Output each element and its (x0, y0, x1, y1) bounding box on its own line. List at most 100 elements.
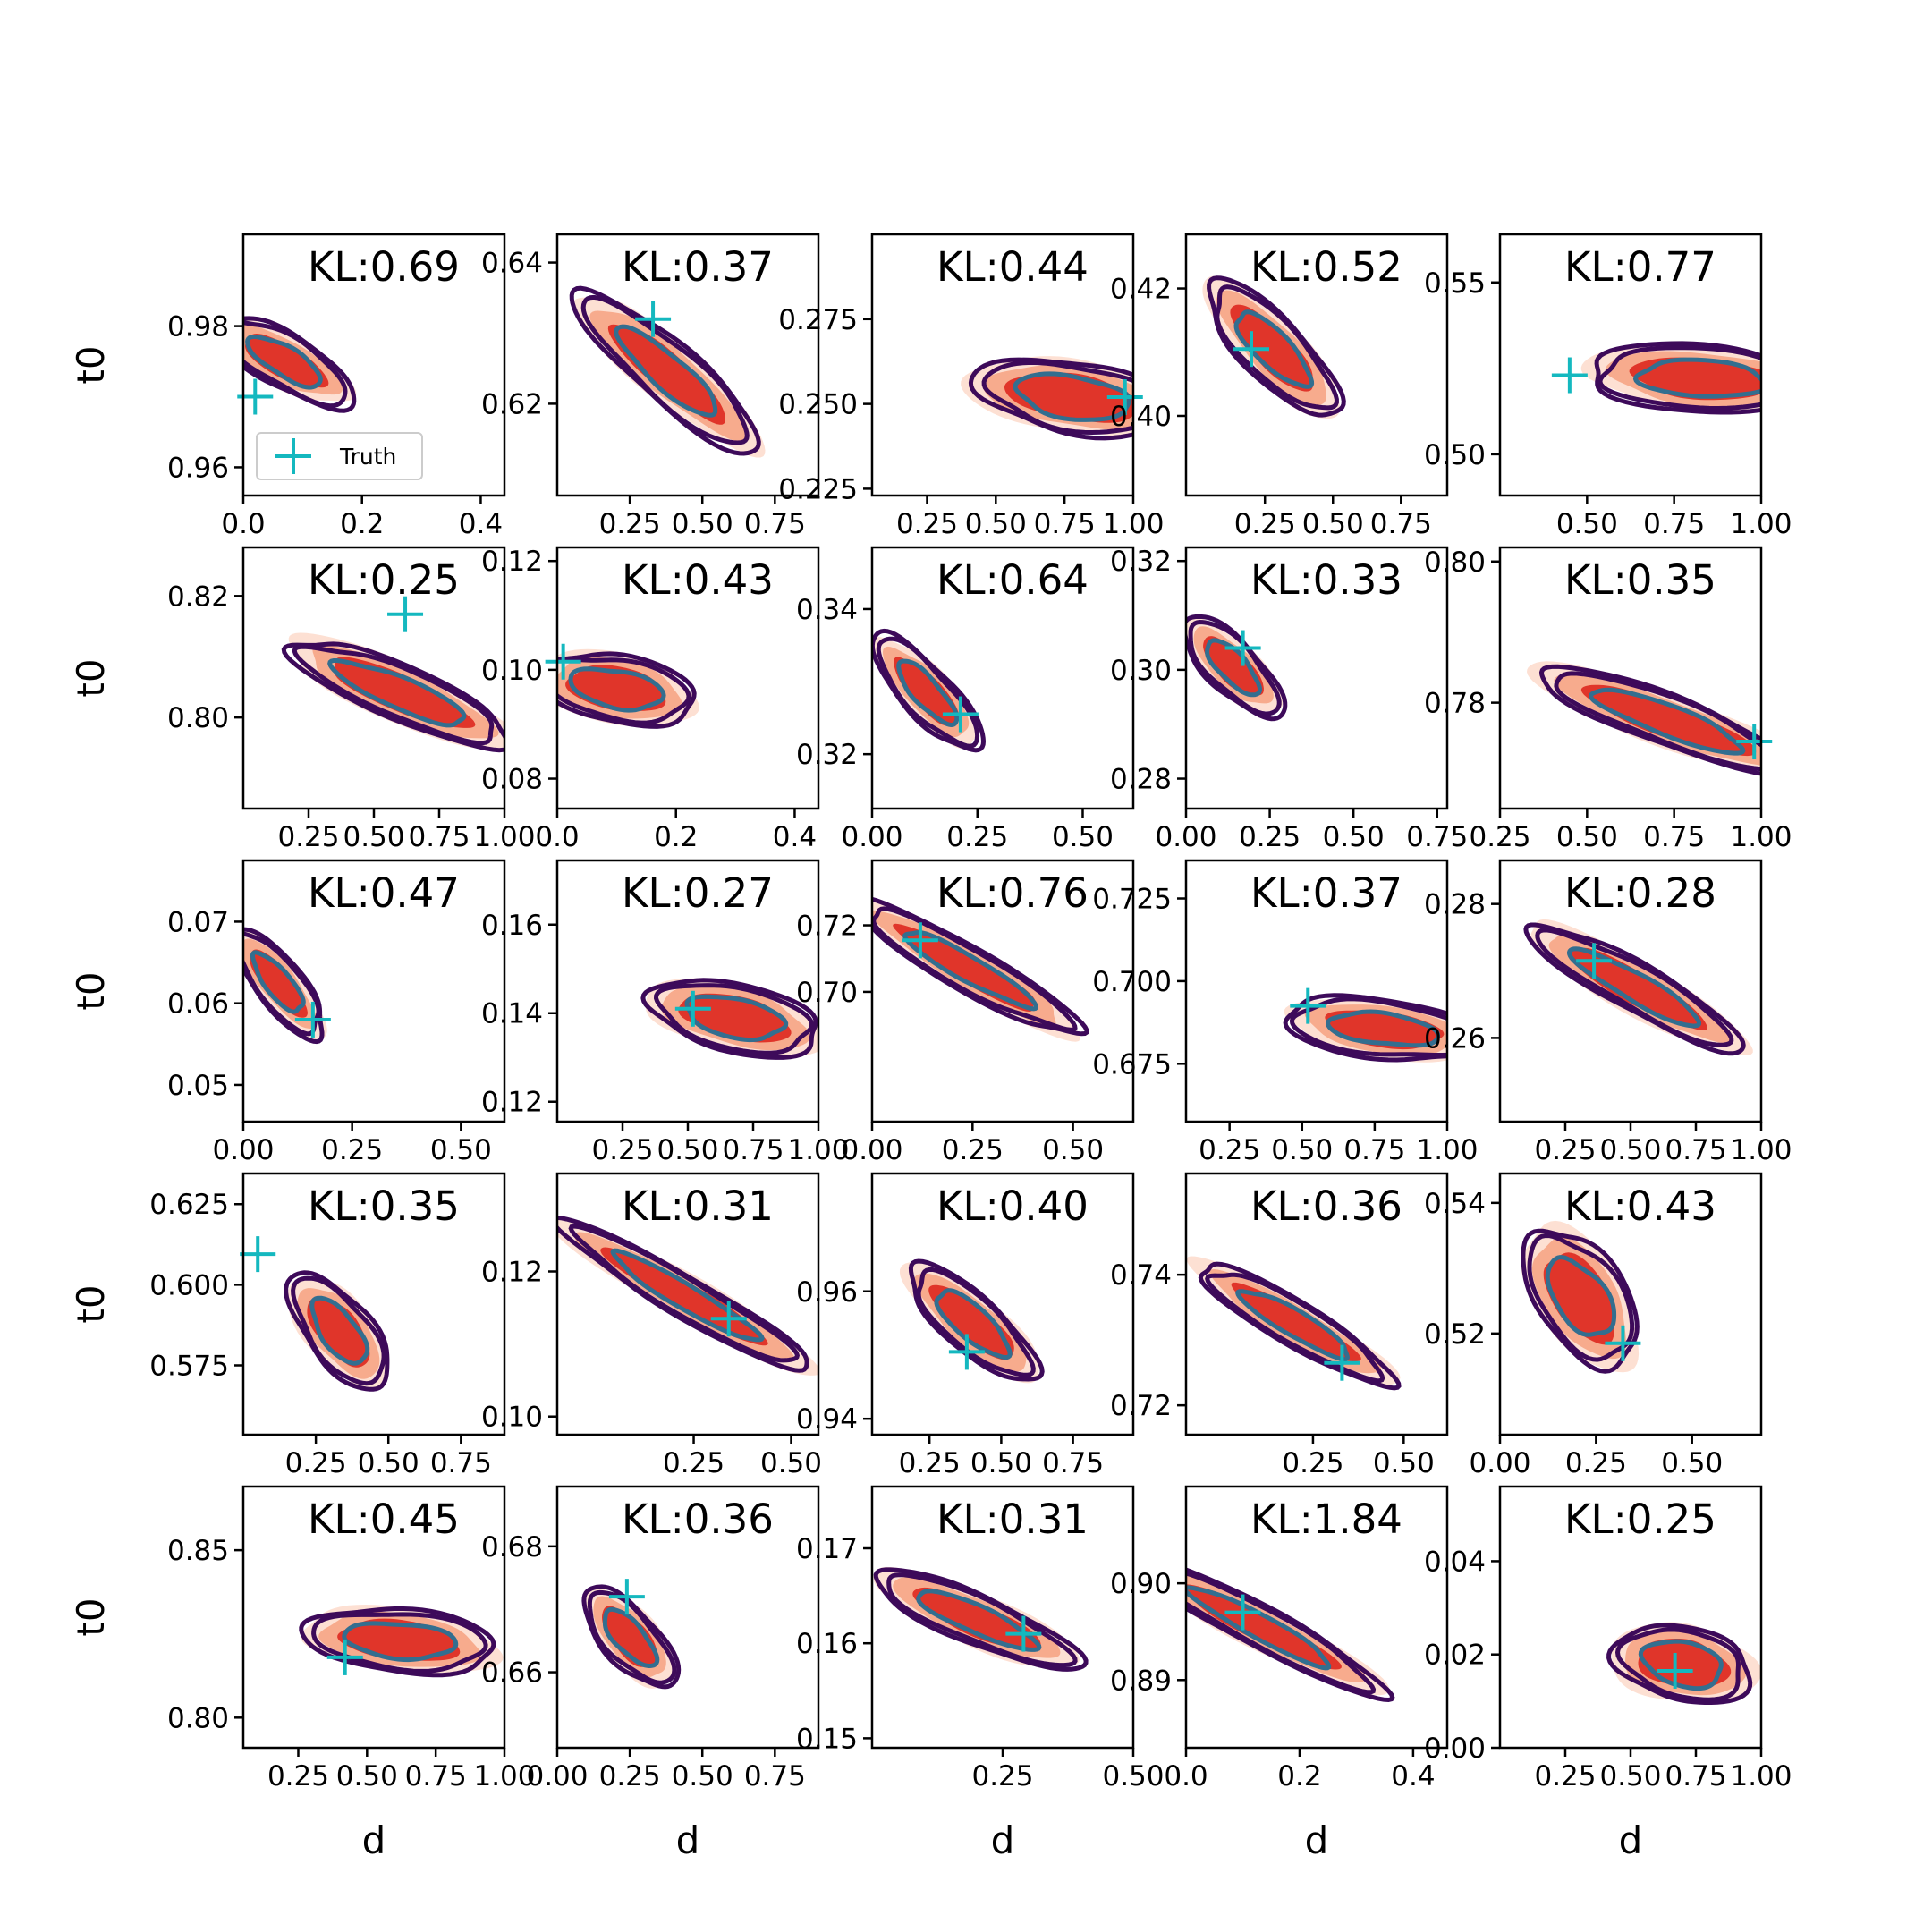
kl-annotation: KL:0.37 (1250, 869, 1402, 917)
x-tick-label: 0.50 (343, 821, 404, 853)
x-tick-label: 0.00 (841, 1134, 902, 1166)
density-fill-inner (894, 657, 960, 726)
density-fill-inner (307, 1297, 370, 1368)
y-tick-label: 0.98 (167, 311, 229, 343)
x-tick-label: 1.00 (1730, 1134, 1792, 1166)
contour-inner (610, 1248, 765, 1343)
contour-inner (902, 929, 1038, 1012)
kl-annotation: KL:1.84 (1250, 1496, 1402, 1543)
contour-outer (281, 641, 504, 753)
panel-6: 0.25 0.50 0.75 1.00 0.80 0.82 KL:0.25 t0 (69, 546, 536, 853)
contour-outer (1594, 341, 1761, 415)
y-tick-label: 0.34 (796, 594, 858, 626)
kl-annotation: KL:0.40 (936, 1182, 1089, 1230)
y-tick-label: 0.02 (1424, 1640, 1486, 1672)
y-tick-label: 0.40 (1110, 401, 1172, 433)
y-tick-label: 0.85 (167, 1535, 229, 1567)
y-tick-label: 0.28 (1424, 889, 1486, 921)
x-tick-label: 0.25 (1534, 1134, 1596, 1166)
panel-18: 0.25 0.50 0.75 0.94 0.96 KL:0.40 (796, 1172, 1135, 1479)
x-tick-label: 0.50 (1599, 1760, 1661, 1792)
x-tick-label: 1.00 (473, 821, 535, 853)
axes-frame (555, 1485, 820, 1750)
y-tick-label: 0.675 (1092, 1048, 1172, 1080)
panel-12: 0.25 0.50 0.75 1.00 0.12 0.14 0.16 KL:0.27 (481, 859, 850, 1166)
contour-outer-2 (1614, 1627, 1741, 1702)
axes-frame (1498, 546, 1763, 810)
contour-outer-2 (916, 1267, 1036, 1377)
truth-marker (1605, 1325, 1641, 1361)
x-axis-label: d (991, 1818, 1015, 1862)
density-fill-inner (602, 1606, 658, 1667)
kl-annotation: KL:0.36 (622, 1496, 774, 1543)
x-tick-label: 0.00 (841, 821, 902, 853)
x-tick-label: 0.25 (946, 821, 1008, 853)
truth-marker (1224, 630, 1261, 666)
truth-marker (1224, 1594, 1261, 1631)
x-tick-label: 0.00 (1469, 1447, 1530, 1479)
x-tick-label: 0.00 (212, 1134, 274, 1166)
truth-marker (1551, 357, 1588, 394)
x-tick-label: 0.50 (358, 1447, 419, 1479)
contour-outer (557, 651, 697, 729)
y-tick-label: 0.275 (778, 304, 858, 336)
truth-marker (1736, 724, 1773, 760)
contour-outer (284, 1270, 390, 1392)
truth-marker (1106, 379, 1143, 416)
contour-outer (968, 357, 1133, 441)
x-tick-label: 0.0 (1164, 1760, 1208, 1792)
panel-17: 0.25 0.50 0.10 0.12 KL:0.31 (481, 1172, 822, 1479)
density-fill-inner (928, 1284, 1014, 1360)
panel-9: 0.00 0.25 0.50 0.75 0.28 0.30 0.32 KL:0.33 (1110, 546, 1468, 853)
axes-frame (1184, 233, 1449, 497)
contour-outer-2 (243, 320, 348, 409)
y-tick-label: 0.54 (1424, 1188, 1486, 1220)
y-tick-label: 0.96 (796, 1276, 858, 1309)
y-tick-label: 0.89 (1110, 1665, 1172, 1697)
x-tick-label: 0.0 (535, 821, 579, 853)
x-tick-label: 0.50 (1052, 821, 1114, 853)
truth-marker (948, 1334, 985, 1370)
x-tick-label: 0.25 (285, 1447, 347, 1479)
density-fill-inner (893, 923, 1036, 1012)
y-tick-label: 0.15 (796, 1723, 858, 1755)
panel-20: 0.00 0.25 0.50 0.52 0.54 KL:0.43 (1424, 1172, 1763, 1479)
contour-inner (1589, 687, 1746, 756)
y-tick-label: 0.94 (796, 1403, 858, 1436)
y-tick-label: 0.28 (1110, 764, 1172, 796)
y-tick-label: 0.625 (149, 1189, 229, 1221)
x-tick-label: 0.50 (1556, 821, 1618, 853)
x-axis-label: d (362, 1818, 386, 1862)
x-tick-label: 0.25 (896, 508, 958, 540)
truth-marker (1657, 1652, 1693, 1689)
x-tick-label: 0.50 (1102, 1760, 1164, 1792)
density-fill-inner (600, 1247, 768, 1346)
x-tick-label: 0.2 (1277, 1760, 1321, 1792)
contour-outer (1521, 1228, 1640, 1374)
density-fill-inner (1186, 1584, 1342, 1670)
y-tick-label: 0.72 (796, 911, 858, 943)
x-tick-label: 0.75 (1665, 1760, 1726, 1792)
contour-outer (640, 978, 818, 1060)
x-tick-label: 0.25 (1282, 1447, 1343, 1479)
axes-frame (870, 1172, 1135, 1436)
x-tick-label: 1.00 (787, 1134, 849, 1166)
contour-outer (569, 285, 761, 456)
y-tick-label: 0.10 (481, 1402, 543, 1434)
y-tick-label: 0.26 (1424, 1022, 1486, 1055)
x-tick-label: 0.25 (899, 1447, 961, 1479)
axes-frame (1498, 233, 1763, 497)
axes-frame (870, 546, 1135, 810)
truth-marker (240, 1236, 276, 1273)
x-tick-label: 0.25 (1565, 1447, 1627, 1479)
x-tick-label: 0.50 (657, 1134, 718, 1166)
y-tick-label: 0.16 (796, 1628, 858, 1660)
contour-inner (1545, 1255, 1617, 1337)
contour-inner (309, 1295, 370, 1366)
panel-1: 0.0 0.2 0.4 0.96 0.98 KL:0.69 t0 Truth (69, 233, 506, 540)
contour-inner (934, 1288, 1013, 1360)
x-tick-label: 0.25 (591, 1134, 653, 1166)
x-tick-label: 0.00 (1155, 821, 1216, 853)
contour-outer (1283, 993, 1447, 1063)
x-tick-label: 0.25 (1234, 508, 1296, 540)
